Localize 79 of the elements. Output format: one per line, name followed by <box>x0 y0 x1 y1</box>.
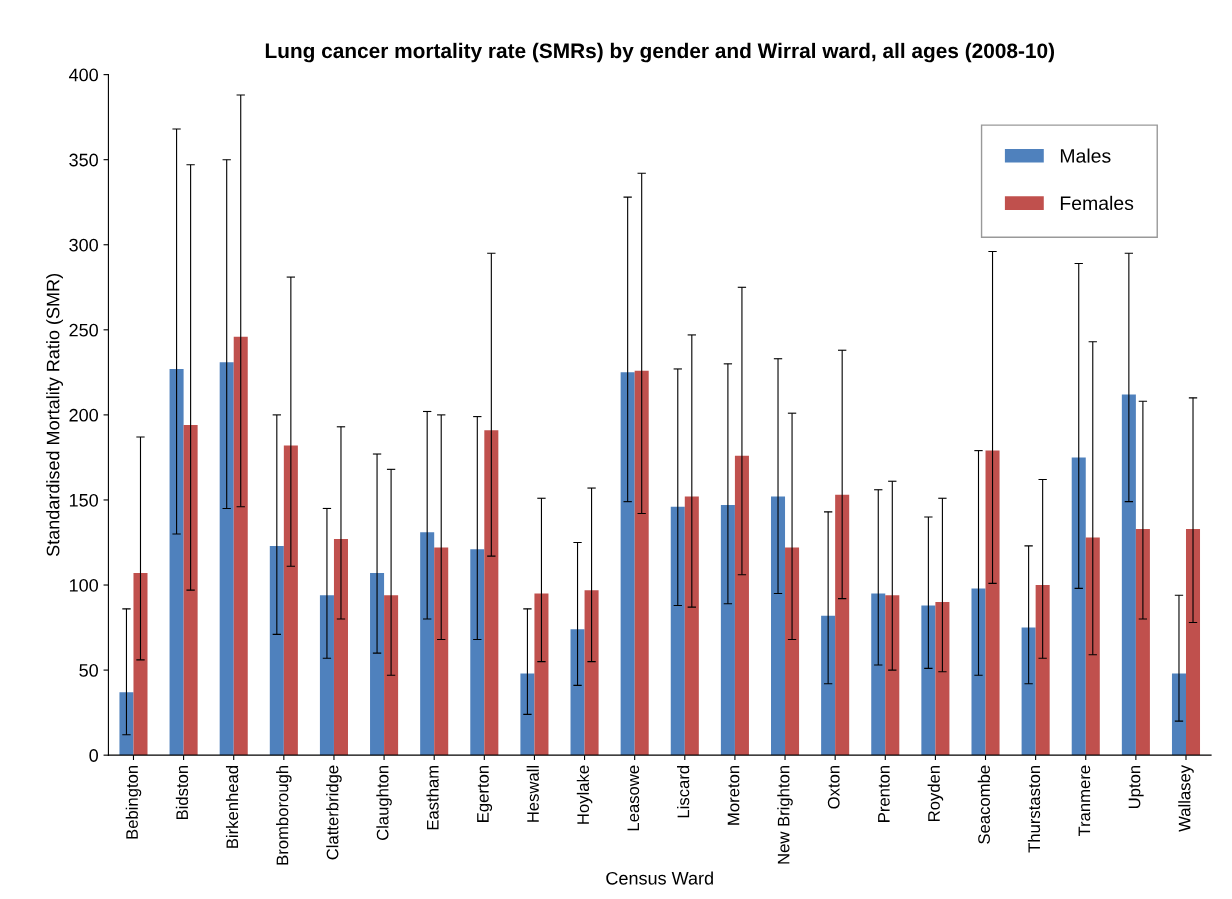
x-tick-label: Seacombe <box>977 765 990 844</box>
y-tick-label: 400 <box>68 68 98 82</box>
bar <box>620 372 635 756</box>
chart-title: Lung cancer mortality rate (SMRs) by gender and Wirral ward, all ages (2008-10) <box>265 42 1054 63</box>
bar <box>935 602 950 756</box>
bar <box>269 545 284 756</box>
bar <box>470 549 485 756</box>
bar <box>871 593 886 756</box>
x-tick-label: Clatterbridge <box>326 765 342 860</box>
x-tick-label: Leasowe <box>627 765 640 831</box>
x-tick-label: Bebington <box>125 765 142 839</box>
y-tick-label: 300 <box>69 238 98 252</box>
bar <box>885 595 900 756</box>
bar <box>1135 528 1150 756</box>
x-tick-label: Bidston <box>175 765 189 820</box>
x-tick-label: Liscard <box>677 765 690 818</box>
x-tick-label: Oxton <box>827 765 840 809</box>
legend-label: Males <box>1060 148 1111 163</box>
x-tick-label: Eastham <box>426 765 439 830</box>
bar <box>634 370 649 756</box>
x-axis-title: Census Ward <box>606 871 713 885</box>
bar <box>684 496 699 756</box>
bar <box>333 539 348 756</box>
x-tick-label: Birkenhead <box>225 765 239 848</box>
bar <box>169 368 184 756</box>
bar <box>1071 457 1086 756</box>
bar <box>1021 627 1036 756</box>
bar <box>434 547 449 756</box>
bar <box>283 445 298 756</box>
bar <box>384 595 399 756</box>
x-tick-label: Prenton <box>878 765 890 822</box>
x-tick-label: Hoylake <box>576 765 593 824</box>
x-tick-label: Upton <box>1128 765 1144 809</box>
y-tick-label: 200 <box>69 408 98 422</box>
y-tick-label: 100 <box>69 578 98 592</box>
bar <box>119 692 134 756</box>
bar <box>520 673 535 756</box>
y-tick-label: 250 <box>69 323 98 337</box>
bar <box>319 595 334 756</box>
bar <box>921 605 936 756</box>
y-tick-label: 0 <box>89 749 98 762</box>
legend-label: Females <box>1060 195 1134 211</box>
bar <box>570 629 585 756</box>
bar <box>771 496 786 756</box>
bar <box>835 494 850 756</box>
bar <box>534 593 549 756</box>
bar <box>670 506 685 756</box>
y-tick-label: 150 <box>69 493 98 507</box>
bar <box>1186 528 1201 756</box>
bar <box>584 590 599 756</box>
x-tick-label: Moreton <box>727 765 740 825</box>
y-axis-title: Standardised Mortality Ratio (SMR) <box>46 274 64 557</box>
bar <box>1035 585 1050 756</box>
bar <box>133 573 148 756</box>
bar <box>233 336 248 756</box>
x-tick-label: New Brighton <box>777 765 793 864</box>
y-tick-label: 50 <box>79 664 98 677</box>
bar <box>1085 537 1100 756</box>
x-tick-label: Thurstaston <box>1027 765 1041 853</box>
x-tick-label: Egerton <box>477 765 493 822</box>
x-tick-label: Wallasey <box>1178 764 1194 832</box>
x-tick-label: Claughton <box>376 765 392 841</box>
x-tick-label: Heswall <box>526 766 539 822</box>
bar <box>785 547 800 756</box>
bar <box>985 450 1000 756</box>
bar <box>1121 394 1136 756</box>
bar <box>484 430 499 756</box>
bar <box>219 362 234 756</box>
bar <box>734 455 749 756</box>
y-tick-label: 350 <box>69 153 98 167</box>
bar <box>420 532 435 756</box>
bar <box>720 505 735 756</box>
bar <box>971 588 986 756</box>
bar <box>821 615 836 756</box>
x-tick-label: Tranmere <box>1078 765 1091 837</box>
x-tick-label: Royden <box>927 765 944 821</box>
bar <box>183 425 198 756</box>
bar <box>370 573 385 756</box>
x-tick-label: Bromborough <box>276 765 292 865</box>
